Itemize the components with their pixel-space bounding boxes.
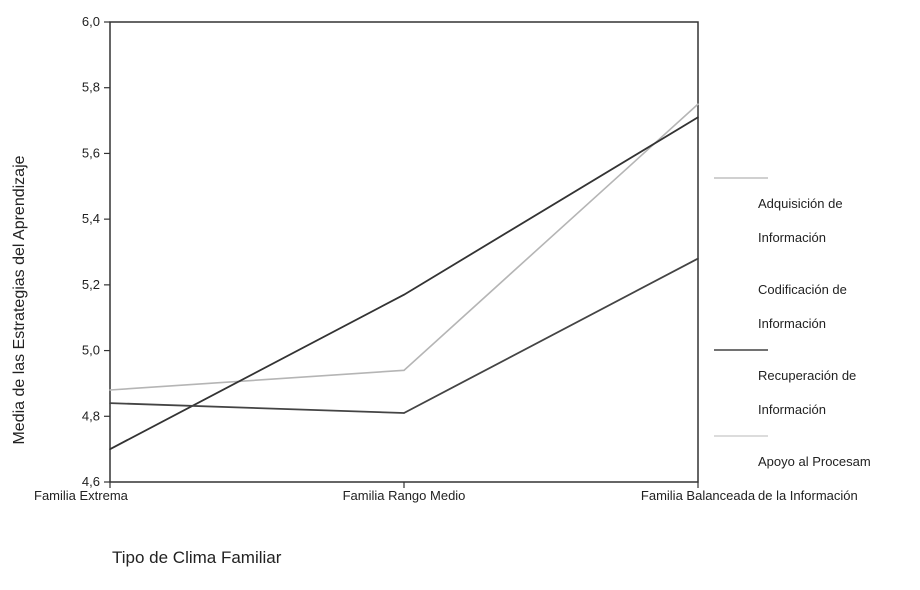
- data-point: [403, 412, 405, 414]
- y-axis-label: Media de las Estrategias del Aprendizaje: [11, 155, 28, 444]
- legend-label-1: Información: [758, 230, 826, 245]
- y-tick-label: 4,8: [82, 408, 100, 423]
- legend-label-3: Recuperación de: [758, 368, 856, 383]
- legend-label-4: de la Información: [758, 488, 858, 503]
- data-point: [697, 116, 699, 119]
- y-axis: 6,0 5,8 5,6 5,4 5,2 5,0 4,8 4,6: [82, 14, 110, 489]
- data-point: [109, 448, 111, 450]
- data-point: [109, 402, 111, 404]
- y-tick-label: 5,0: [82, 343, 100, 358]
- y-tick-label: 5,4: [82, 211, 100, 226]
- y-tick-label: 6,0: [82, 14, 100, 29]
- series-line-3: [109, 257, 699, 414]
- legend-label-1: Adquisición de: [758, 196, 843, 211]
- y-tick-label: 4,6: [82, 474, 100, 489]
- data-point: [403, 293, 405, 296]
- series-line-2: [109, 116, 699, 450]
- y-tick-label: 5,6: [82, 145, 100, 160]
- legend: Adquisición de Información Codificación de…: [714, 177, 871, 503]
- x-tick-label: Familia Extrema: [34, 488, 129, 503]
- legend-label-2: Codificación de: [758, 282, 847, 297]
- data-point: [403, 369, 405, 372]
- data-point: [697, 103, 699, 105]
- data-point: [697, 257, 699, 260]
- y-tick-label: 5,2: [82, 277, 100, 292]
- series-line-1: [109, 103, 699, 391]
- data-point: [109, 389, 111, 391]
- legend-label-4: Apoyo al Procesam: [758, 454, 871, 469]
- x-axis: Familia Extrema Familia Rango Medio Famili…: [34, 482, 756, 503]
- x-axis-label: Tipo de Clima Familiar: [112, 548, 282, 567]
- y-tick-label: 5,8: [82, 80, 100, 95]
- legend-label-3: Información: [758, 402, 826, 417]
- legend-label-2: Información: [758, 316, 826, 331]
- series-group: [109, 103, 699, 450]
- x-tick-label: Familia Balanceada: [641, 488, 756, 503]
- x-tick-label: Familia Rango Medio: [343, 488, 466, 503]
